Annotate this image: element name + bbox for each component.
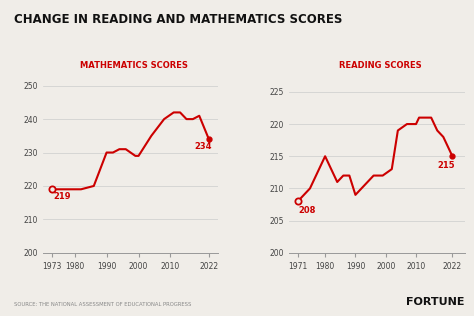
Text: 219: 219 (53, 192, 71, 201)
Text: 234: 234 (194, 142, 212, 150)
Text: 215: 215 (437, 161, 455, 170)
Text: MATHEMATICS SCORES: MATHEMATICS SCORES (80, 61, 188, 70)
Text: SOURCE: THE NATIONAL ASSESSMENT OF EDUCATIONAL PROGRESS: SOURCE: THE NATIONAL ASSESSMENT OF EDUCA… (14, 301, 191, 307)
Text: READING SCORES: READING SCORES (339, 61, 421, 70)
Text: 208: 208 (299, 206, 316, 215)
Text: FORTUNE: FORTUNE (406, 296, 465, 307)
Text: CHANGE IN READING AND MATHEMATICS SCORES: CHANGE IN READING AND MATHEMATICS SCORES (14, 13, 343, 26)
